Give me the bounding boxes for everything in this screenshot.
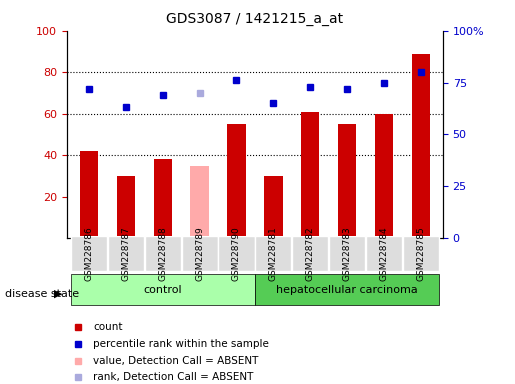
Text: GSM228786: GSM228786: [84, 226, 94, 281]
Text: GSM228789: GSM228789: [195, 226, 204, 281]
Text: GSM228781: GSM228781: [269, 226, 278, 281]
FancyBboxPatch shape: [108, 236, 144, 271]
Bar: [301, 112, 319, 238]
FancyBboxPatch shape: [255, 236, 291, 271]
Bar: [80, 151, 98, 238]
Text: GSM228785: GSM228785: [416, 226, 425, 281]
FancyBboxPatch shape: [255, 274, 439, 306]
Text: control: control: [144, 285, 182, 295]
FancyBboxPatch shape: [329, 236, 365, 271]
Text: GSM228782: GSM228782: [306, 226, 315, 281]
FancyBboxPatch shape: [145, 236, 181, 271]
Title: GDS3087 / 1421215_a_at: GDS3087 / 1421215_a_at: [166, 12, 344, 25]
Bar: [338, 124, 356, 238]
FancyBboxPatch shape: [403, 236, 439, 271]
Text: GSM228784: GSM228784: [380, 226, 388, 281]
Bar: [227, 124, 246, 238]
Text: count: count: [93, 322, 123, 332]
Bar: [191, 166, 209, 238]
FancyBboxPatch shape: [182, 236, 218, 271]
Text: ▶: ▶: [54, 289, 63, 299]
FancyBboxPatch shape: [218, 236, 254, 271]
Text: value, Detection Call = ABSENT: value, Detection Call = ABSENT: [93, 356, 259, 366]
FancyBboxPatch shape: [292, 236, 328, 271]
Text: percentile rank within the sample: percentile rank within the sample: [93, 339, 269, 349]
Text: GSM228788: GSM228788: [158, 226, 167, 281]
Text: disease state: disease state: [5, 289, 79, 299]
Bar: [264, 176, 283, 238]
Bar: [375, 114, 393, 238]
Bar: [117, 176, 135, 238]
Text: GSM228783: GSM228783: [342, 226, 352, 281]
FancyBboxPatch shape: [71, 274, 255, 306]
FancyBboxPatch shape: [71, 236, 107, 271]
Text: hepatocellular carcinoma: hepatocellular carcinoma: [276, 285, 418, 295]
Text: GSM228790: GSM228790: [232, 226, 241, 281]
Text: rank, Detection Call = ABSENT: rank, Detection Call = ABSENT: [93, 372, 254, 382]
Bar: [153, 159, 172, 238]
FancyBboxPatch shape: [366, 236, 402, 271]
Text: GSM228787: GSM228787: [122, 226, 130, 281]
Bar: [411, 53, 430, 238]
